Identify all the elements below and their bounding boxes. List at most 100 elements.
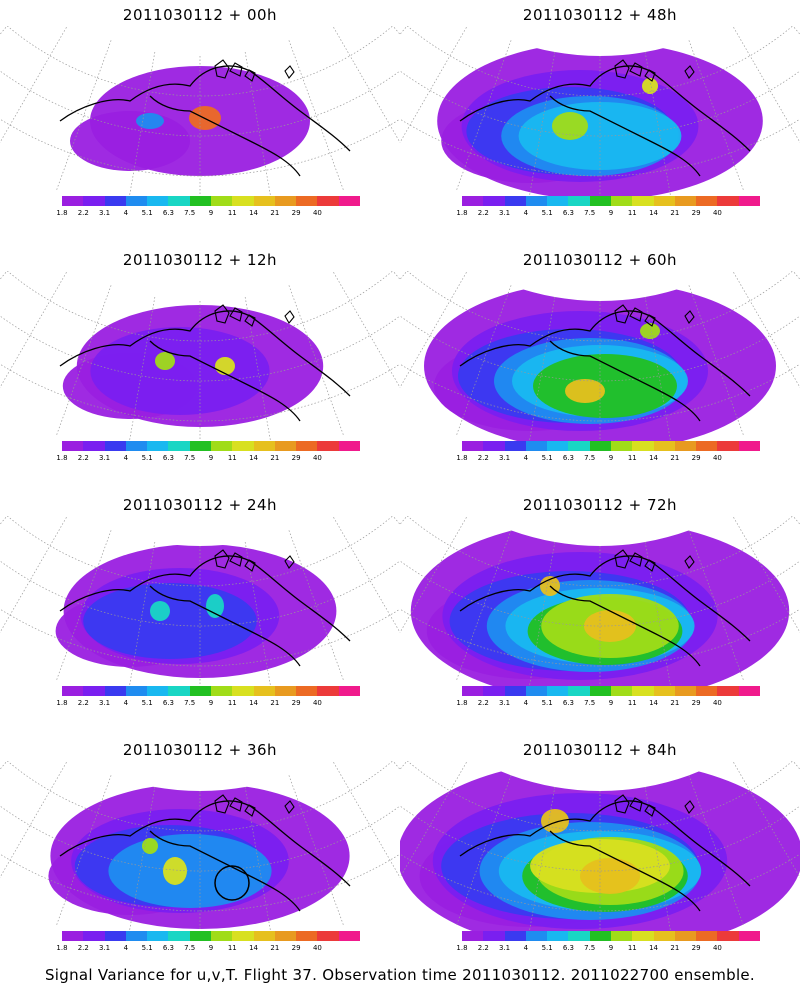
variance-map [0, 26, 400, 196]
panel-title: 2011030112 + 36h [122, 741, 278, 759]
colorbar-swatch [125, 686, 148, 696]
colorbar-swatch [632, 196, 654, 206]
colorbar-tick-label: 1.8 [56, 699, 68, 707]
colorbar-tick-label: 2.2 [77, 944, 89, 952]
colorbar-swatch [232, 441, 254, 451]
colorbar-swatch [568, 196, 590, 206]
colorbar-tick-label: 40 [712, 454, 722, 462]
colorbar-tick-label: 14 [649, 454, 659, 462]
colorbar-tick-label: 7.5 [184, 454, 196, 462]
colorbar-tick-label: 29 [691, 209, 701, 217]
colorbar-tick-label: 40 [312, 944, 322, 952]
colorbar-swatch [189, 441, 211, 451]
colorbar-tick-label: 5.1 [141, 944, 153, 952]
colorbar-tick-label: 4 [523, 699, 529, 707]
colorbar-tick-label: 6.3 [162, 454, 174, 462]
colorbar-swatch [296, 931, 318, 941]
colorbar-tick-label: 5.1 [541, 699, 553, 707]
colorbar-tick-label: 11 [227, 944, 237, 952]
variance-contour [155, 352, 175, 370]
colorbar-tick-label: 40 [312, 454, 322, 462]
colorbar-swatch [589, 441, 611, 451]
colorbar-tick-label: 4 [523, 454, 529, 462]
colorbar-tick-label: 4 [523, 209, 529, 217]
colorbar-tick-label: 40 [712, 209, 722, 217]
colorbar-swatch [674, 196, 697, 206]
colorbar-swatch [147, 441, 169, 451]
colorbar-tick-label: 29 [291, 454, 301, 462]
arctic-islands [614, 794, 695, 817]
target-region-circle [214, 865, 250, 901]
variance-contour [215, 357, 235, 375]
colorbar-tick-label: 5.1 [141, 454, 153, 462]
colorbar-swatch [674, 931, 697, 941]
colorbar-swatch [674, 686, 697, 696]
colorbar-swatch [210, 196, 233, 206]
colorbar-swatch [189, 686, 211, 696]
coastline [459, 800, 751, 912]
colorbar-tick-label: 14 [649, 699, 659, 707]
colorbar-swatch [674, 441, 697, 451]
colorbar-swatch [317, 686, 339, 696]
forecast-panel: 2011030112 + 24h 1.8 2.2 3.1 4 5.1 6.3 7.5 9 11 14… [0, 490, 400, 735]
variance-contour [580, 858, 640, 894]
colorbar-tick-label: 21 [670, 209, 680, 217]
arctic-islands [614, 549, 695, 572]
colorbar-tick-label: 6.3 [562, 944, 574, 952]
colorbar-tick-label: 14 [649, 944, 659, 952]
colorbar-swatch [296, 441, 318, 451]
colorbar-swatch [274, 931, 297, 941]
colorbar-swatch [696, 441, 718, 451]
colorbar-tick-label: 21 [670, 454, 680, 462]
colorbar-swatch [632, 441, 654, 451]
colorbar-swatch [296, 686, 318, 696]
colorbar-swatch [525, 686, 548, 696]
colorbar-swatch [83, 931, 105, 941]
colorbar-ticks: 1.8 2.2 3.1 4 5.1 6.3 7.5 9 11 14 21 29 40 [456, 944, 760, 954]
colorbar-tick-label: 6.3 [162, 209, 174, 217]
forecast-panel: 2011030112 + 12h 1.8 2.2 3.1 4 5.1 6.3 7.5 9 11 14… [0, 245, 400, 490]
colorbar-ticks: 1.8 2.2 3.1 4 5.1 6.3 7.5 9 11 14 21 29 40 [456, 454, 760, 464]
colorbar-tick-label: 2.2 [477, 699, 489, 707]
colorbar-swatch [589, 931, 611, 941]
colorbar-swatch [189, 931, 211, 941]
colorbar-swatch [189, 196, 211, 206]
colorbar-swatch [125, 441, 148, 451]
colorbar-swatch [547, 196, 569, 206]
coastline [59, 310, 351, 422]
variance-contour [584, 610, 636, 642]
colorbar-swatch [104, 686, 126, 696]
graticule [400, 516, 800, 686]
colorbar-swatch [338, 931, 360, 941]
arctic-islands [214, 794, 295, 817]
colorbar-swatch [483, 196, 505, 206]
colorbar-swatch [253, 196, 275, 206]
colorbar-tick-label: 3.1 [98, 944, 111, 952]
colorbar-tick-label: 1.8 [456, 699, 468, 707]
colorbar-tick-label: 21 [670, 944, 680, 952]
colorbar-swatch [338, 196, 360, 206]
panel-title: 2011030112 + 84h [522, 741, 678, 759]
colorbar-tick-label: 29 [691, 699, 701, 707]
colorbar-swatch [274, 196, 297, 206]
colorbar-tick-label: 9 [608, 454, 614, 462]
colorbar-swatch [317, 196, 339, 206]
variance-contour [565, 379, 605, 403]
graticule [0, 26, 400, 196]
colorbar-swatch [632, 931, 654, 941]
colorbar-swatch [62, 686, 84, 696]
colorbar-swatch [632, 686, 654, 696]
colorbar-tick-label: 29 [291, 209, 301, 217]
colorbar [462, 441, 760, 451]
colorbar-tick-label: 9 [208, 699, 214, 707]
colorbar-tick-label: 14 [249, 699, 259, 707]
colorbar-tick-label: 7.5 [184, 699, 196, 707]
coastline [459, 65, 751, 177]
variance-contour [206, 594, 224, 618]
colorbar-tick-label: 6.3 [562, 699, 574, 707]
colorbar-swatch [610, 196, 633, 206]
colorbar-tick-label: 29 [291, 944, 301, 952]
forecast-panel: 2011030112 + 84h 1.8 2.2 3.1 4 5.1 6.3 7.5 9 11 14… [400, 735, 800, 980]
colorbar-tick-label: 11 [627, 699, 637, 707]
colorbar-swatch [274, 686, 297, 696]
